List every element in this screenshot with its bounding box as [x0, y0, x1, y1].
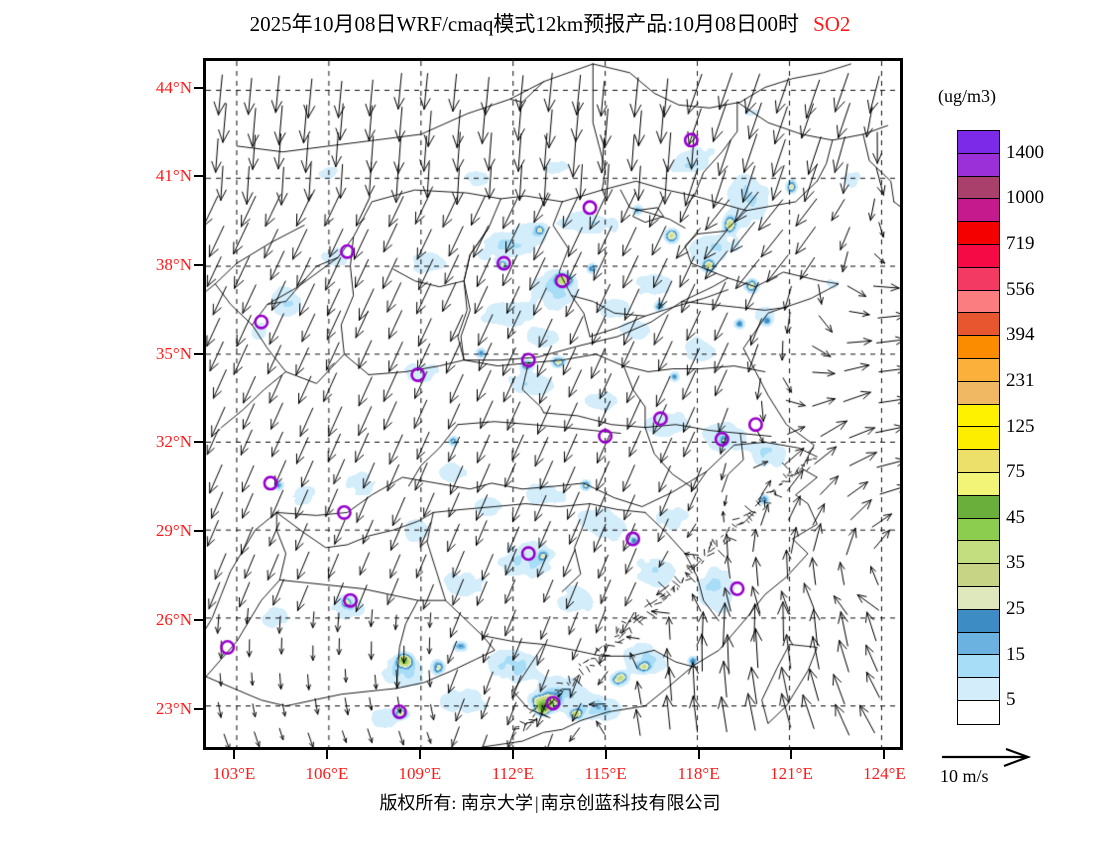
x-axis-label: 115°E: [584, 764, 627, 783]
y-axis-label: 29°N: [155, 521, 192, 541]
colorbar-block: [958, 381, 999, 405]
colorbar-block: [958, 176, 999, 200]
wind-scale-reference: 10 m/s: [940, 748, 1090, 787]
footer-company: 南京创蓝科技有限公司: [540, 793, 721, 813]
colorbar-tick-label: 75: [1006, 461, 1025, 483]
species-label: SO2: [813, 12, 851, 36]
x-axis-label: 121°E: [770, 764, 813, 783]
footer-separator: |: [534, 793, 539, 813]
x-axis-label: 106°E: [305, 764, 349, 783]
colorbar-tick-label: 1400: [1006, 141, 1044, 163]
x-axis-tick: [697, 750, 700, 759]
colorbar-block: [958, 153, 999, 177]
colorbar-block: [958, 495, 999, 519]
colorbar-tick-label: 1000: [1006, 187, 1044, 209]
colorbar-block: [958, 404, 999, 428]
map-plot-area[interactable]: [203, 58, 903, 750]
colorbar-tick-label: 35: [1006, 552, 1025, 574]
colorbar-block: [958, 358, 999, 382]
y-axis-tick: [194, 352, 203, 355]
colorbar-block: [958, 586, 999, 610]
x-axis-label: 112°E: [491, 764, 534, 783]
x-axis-tick: [232, 750, 235, 759]
y-axis-tick: [194, 264, 203, 266]
x-axis-tick: [325, 750, 328, 759]
x-axis-tick: [604, 750, 607, 759]
wind-scale-label: 10 m/s: [940, 766, 989, 786]
colorbar-tick-label: 719: [1006, 233, 1035, 255]
x-axis-label: 118°E: [677, 764, 720, 783]
footer-owner: 版权所有: 南京大学: [379, 793, 533, 813]
colorbar-block: [958, 290, 999, 314]
x-axis-label: 103°E: [212, 764, 256, 783]
wind-arrow-icon: [942, 748, 1032, 768]
legend-units-label: (ug/m3): [938, 86, 996, 106]
colorbar-block: [958, 222, 999, 245]
y-axis-tick: [194, 707, 203, 710]
y-axis-label: 32°N: [155, 432, 192, 452]
x-axis-label: 109°E: [398, 764, 442, 783]
colorbar-block: [958, 131, 999, 154]
colorbar-block: [958, 678, 999, 701]
colorbar-block: [958, 244, 999, 268]
title-text: 2025年10月08日WRF/cmaq模式12km预报产品:10月08日00时: [249, 12, 800, 36]
colorbar-tick-label: 5: [1006, 689, 1016, 711]
y-axis-label: 41°N: [155, 166, 192, 186]
y-axis-label: 38°N: [155, 255, 192, 274]
x-axis-tick: [790, 750, 793, 759]
colorbar-block: [958, 472, 999, 496]
colorbar-tick-label: 394: [1006, 324, 1035, 346]
copyright-footer: 版权所有: 南京大学 | 南京创蓝科技有限公司: [0, 789, 1100, 815]
colorbar-tick-label: 15: [1006, 643, 1025, 665]
colorbar-tick-label: 556: [1006, 278, 1035, 300]
y-axis-tick: [194, 175, 203, 178]
y-axis-label: 35°N: [155, 343, 192, 363]
x-axis-tick: [418, 750, 421, 759]
colorbar-tick-label: 25: [1006, 597, 1025, 619]
x-axis-tick: [511, 750, 514, 759]
colorbar-block: [958, 655, 999, 679]
y-axis-tick: [194, 86, 203, 89]
colorbar-block: [958, 267, 999, 291]
x-axis-label: 124°E: [863, 764, 906, 783]
city-marker-layer: [206, 61, 900, 747]
x-axis-tick: [883, 750, 886, 759]
page-title: 2025年10月08日WRF/cmaq模式12km预报产品:10月08日00时 S…: [0, 8, 1100, 38]
colorbar-block: [958, 427, 999, 451]
colorbar-tick-label: 45: [1006, 506, 1025, 528]
colorbar-tick-label: 125: [1006, 415, 1035, 437]
colorbar-block: [958, 564, 999, 587]
colorbar-block: [958, 336, 999, 359]
y-axis-label: 26°N: [155, 609, 192, 629]
colorbar[interactable]: [957, 130, 1000, 725]
colorbar-block: [958, 632, 999, 656]
colorbar-block: [958, 700, 999, 724]
colorbar-block: [958, 199, 999, 223]
y-axis-label: 23°N: [155, 698, 192, 718]
colorbar-block: [958, 609, 999, 633]
colorbar-block: [958, 313, 999, 337]
y-axis-tick: [194, 618, 203, 621]
colorbar-block: [958, 518, 999, 542]
y-axis-tick: [194, 530, 203, 533]
colorbar-block: [958, 450, 999, 473]
y-axis-tick: [194, 441, 203, 444]
y-axis-label: 44°N: [155, 77, 192, 97]
colorbar-tick-label: 231: [1006, 369, 1035, 391]
colorbar-block: [958, 541, 999, 565]
